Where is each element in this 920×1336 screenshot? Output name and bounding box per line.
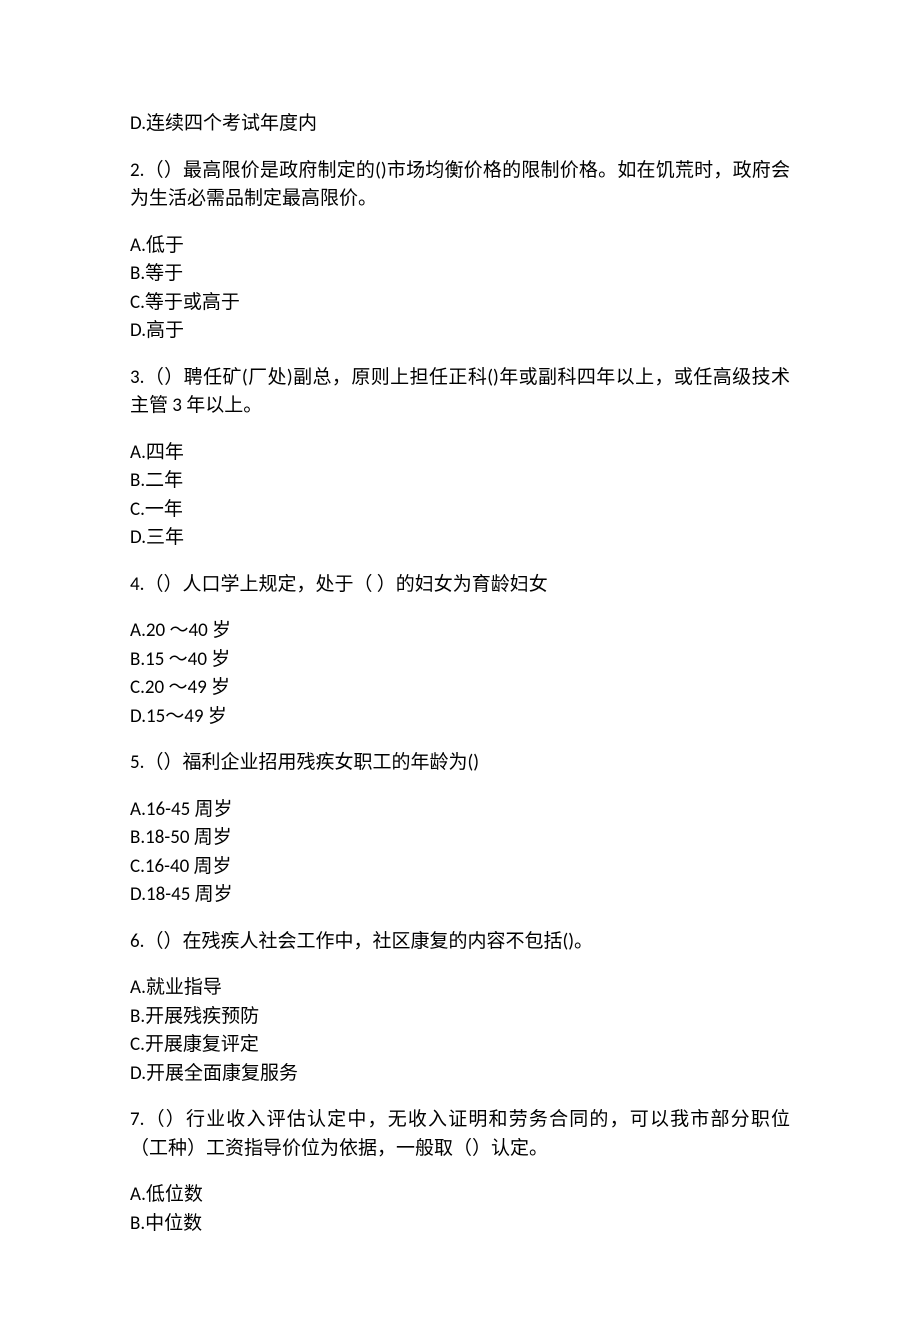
option-text: D.连续四个考试年度内: [130, 110, 790, 139]
question-5: 5.（）福利企业招用残疾女职工的年龄为(): [130, 749, 790, 778]
question-7-options: A.低位数 B.中位数: [130, 1181, 790, 1238]
question-2: 2.（）最高限价是政府制定的()市场均衡价格的限制价格。如在饥荒时，政府会为生活…: [130, 157, 790, 214]
option-c: C.一年: [130, 496, 790, 525]
option-a: A.低于: [130, 232, 790, 261]
option-c: C.等于或高于: [130, 289, 790, 318]
question-3: 3.（）聘任矿(厂处)副总，原则上担任正科()年或副科四年以上，或任高级技术主管…: [130, 364, 790, 421]
option-b: B.15 ～40 岁: [130, 646, 790, 675]
option-c: C.16-40 周岁: [130, 853, 790, 882]
option-b: B.开展残疾预防: [130, 1003, 790, 1032]
option-a: A.16-45 周岁: [130, 796, 790, 825]
question-text: 2.（）最高限价是政府制定的()市场均衡价格的限制价格。如在饥荒时，政府会为生活…: [130, 157, 790, 214]
option-d: D.18-45 周岁: [130, 881, 790, 910]
question-text: 7.（）行业收入评估认定中，无收入证明和劳务合同的，可以我市部分职位（工种）工资…: [130, 1106, 790, 1163]
document-page: D.连续四个考试年度内 2.（）最高限价是政府制定的()市场均衡价格的限制价格。…: [0, 0, 920, 1336]
option-a: A.就业指导: [130, 974, 790, 1003]
question-text: 4.（）人口学上规定，处于（ ）的妇女为育龄妇女: [130, 571, 790, 600]
option-b: B.等于: [130, 260, 790, 289]
option-d: D.15～49 岁: [130, 703, 790, 732]
question-text: 3.（）聘任矿(厂处)副总，原则上担任正科()年或副科四年以上，或任高级技术主管…: [130, 364, 790, 421]
option-c: C.20 ～49 岁: [130, 674, 790, 703]
question-7: 7.（）行业收入评估认定中，无收入证明和劳务合同的，可以我市部分职位（工种）工资…: [130, 1106, 790, 1163]
option-a: A.四年: [130, 439, 790, 468]
question-4-options: A.20 ～40 岁 B.15 ～40 岁 C.20 ～49 岁 D.15～49…: [130, 617, 790, 731]
option-a: A.低位数: [130, 1181, 790, 1210]
orphan-option-block: D.连续四个考试年度内: [130, 110, 790, 139]
option-a: A.20 ～40 岁: [130, 617, 790, 646]
option-b: B.中位数: [130, 1210, 790, 1239]
question-2-options: A.低于 B.等于 C.等于或高于 D.高于: [130, 232, 790, 346]
question-4: 4.（）人口学上规定，处于（ ）的妇女为育龄妇女: [130, 571, 790, 600]
option-d: D.开展全面康复服务: [130, 1060, 790, 1089]
question-text: 6.（）在残疾人社会工作中，社区康复的内容不包括()。: [130, 928, 790, 957]
option-d: D.高于: [130, 317, 790, 346]
question-text: 5.（）福利企业招用残疾女职工的年龄为(): [130, 749, 790, 778]
question-5-options: A.16-45 周岁 B.18-50 周岁 C.16-40 周岁 D.18-45…: [130, 796, 790, 910]
question-6: 6.（）在残疾人社会工作中，社区康复的内容不包括()。: [130, 928, 790, 957]
option-d: D.三年: [130, 524, 790, 553]
question-3-options: A.四年 B.二年 C.一年 D.三年: [130, 439, 790, 553]
question-6-options: A.就业指导 B.开展残疾预防 C.开展康复评定 D.开展全面康复服务: [130, 974, 790, 1088]
option-b: B.18-50 周岁: [130, 824, 790, 853]
option-c: C.开展康复评定: [130, 1031, 790, 1060]
option-b: B.二年: [130, 467, 790, 496]
